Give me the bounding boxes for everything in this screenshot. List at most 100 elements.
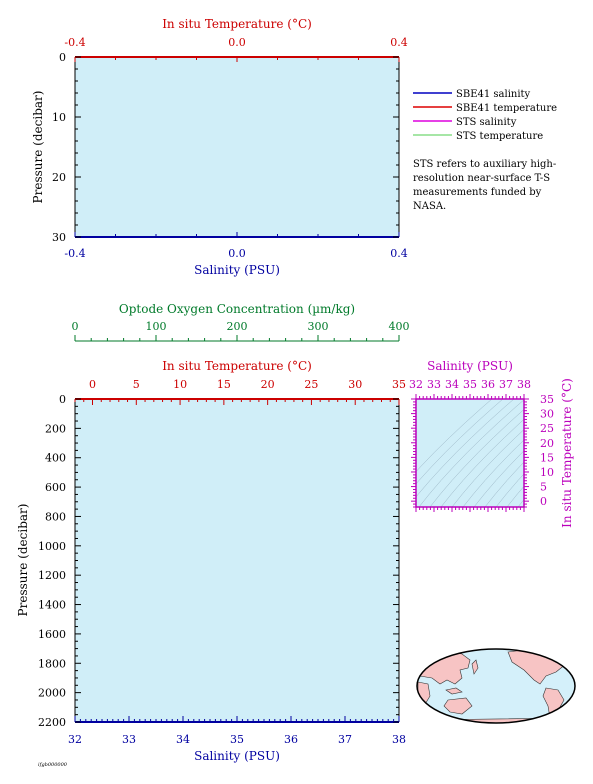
map-land-indonesia — [445, 687, 463, 695]
main-pressure-tick-label: 1000 — [38, 540, 66, 553]
ts-salinity-tick-labels: 32 33 34 35 36 37 38 — [409, 378, 531, 391]
map-outline — [416, 648, 576, 724]
ts-salinity-axis-label: Salinity (PSU) — [427, 359, 513, 373]
ts-temperature-tick-label: 15 — [540, 451, 554, 464]
ts-salinity-tick-label: 34 — [445, 378, 459, 391]
upper-temp-tick-label: -0.4 — [64, 36, 85, 49]
ts-salinity-tick-label: 35 — [463, 378, 477, 391]
upper-temperature-axis-label: In situ Temperature (°C) — [162, 17, 312, 31]
main-temperature-axis-label: In situ Temperature (°C) — [162, 359, 312, 373]
oxygen-axis: Optode Oxygen Concentration (µm/kg) 0 10… — [72, 302, 410, 342]
upper-pressure-tick-label: 20 — [52, 171, 66, 184]
main-salinity-tick-label: 37 — [338, 733, 352, 746]
main-pressure-tick-label: 1600 — [38, 628, 66, 641]
upper-plot-area — [75, 57, 399, 237]
map-land-antarctica — [417, 717, 575, 723]
legend-label: SBE41 temperature — [456, 103, 557, 114]
ts-density-contour — [506, 485, 524, 507]
main-pressure-tick-label: 2200 — [38, 716, 66, 729]
main-pressure-axis-label: Pressure (decibar) — [16, 504, 30, 617]
main-temperature-tick-label: 30 — [348, 378, 362, 391]
main-temperature-tick-label: 15 — [217, 378, 231, 391]
oxygen-ticks — [74, 335, 400, 341]
upper-pressure-tick-label: 0 — [59, 51, 66, 64]
ts-temperature-tick-label: 10 — [540, 466, 554, 479]
ts-temperature-tick-label: 30 — [540, 408, 554, 421]
oxygen-tick-label: 300 — [308, 320, 329, 333]
main-temperature-tick-label: 25 — [304, 378, 318, 391]
ts-density-contour — [418, 399, 524, 507]
upper-profile-panel: In situ Temperature (°C) -0.4 0.0 0.4 -0… — [31, 17, 408, 277]
ts-density-contour — [484, 461, 524, 507]
ts-density-contour — [416, 399, 515, 498]
main-salinity-tick-label: 33 — [122, 733, 136, 746]
main-temperature-tick-label: 0 — [89, 378, 96, 391]
upper-sal-tick-label: 0.4 — [390, 247, 408, 260]
ts-salinity-tick-label: 33 — [427, 378, 441, 391]
ts-density-contour — [429, 409, 524, 507]
main-pressure-tick-label: 1400 — [38, 599, 66, 612]
ts-density-contour — [416, 399, 493, 472]
main-plot-area — [75, 399, 399, 722]
ts-density-contour — [473, 450, 524, 507]
main-pressure-tick-label: 600 — [45, 481, 66, 494]
upper-sal-tick-label: -0.4 — [64, 247, 85, 260]
main-pressure-tick-labels: 0 200 400 600 800 1000 1200 1400 1600 1800 2000 220… — [38, 393, 66, 729]
ts-density-contour — [416, 399, 504, 485]
oxygen-tick-label: 400 — [389, 320, 410, 333]
footer-id: ifgb000000 — [38, 762, 68, 768]
main-temperature-tick-labels: 0 5 10 15 20 25 30 35 — [89, 378, 406, 391]
main-salinity-axis-label: Salinity (PSU) — [194, 749, 280, 763]
legend-label: SBE41 salinity — [456, 89, 531, 100]
oxygen-tick-label: 0 — [72, 320, 79, 333]
main-pressure-tick-label: 1200 — [38, 569, 66, 582]
ts-temperature-tick-label: 35 — [540, 393, 554, 406]
main-temperature-tick-label: 10 — [173, 378, 187, 391]
main-temperature-tick-label: 20 — [261, 378, 275, 391]
ts-density-contour — [440, 418, 524, 507]
main-temperature-tick-label: 5 — [133, 378, 140, 391]
main-pressure-tick-label: 2000 — [38, 687, 66, 700]
oxygen-axis-label: Optode Oxygen Concentration (µm/kg) — [119, 302, 355, 316]
ts-density-contour — [462, 439, 524, 507]
map-land-japan — [471, 659, 479, 675]
main-pressure-tick-label: 0 — [59, 393, 66, 406]
ts-salinity-tick-label: 32 — [409, 378, 423, 391]
upper-pressure-axis-label: Pressure (decibar) — [31, 91, 45, 204]
ts-temperature-tick-label: 5 — [540, 481, 547, 494]
main-temperature-tick-label: 35 — [392, 378, 406, 391]
main-salinity-tick-labels: 32 33 34 35 36 37 38 — [68, 733, 406, 746]
main-salinity-tick-label: 34 — [176, 733, 190, 746]
main-ticks — [74, 398, 400, 723]
main-pressure-tick-label: 400 — [45, 452, 66, 465]
ts-density-contour — [495, 473, 524, 507]
oxygen-tick-label: 200 — [227, 320, 248, 333]
upper-temp-tick-label: 0.0 — [228, 36, 246, 49]
ts-temperature-tick-label: 0 — [540, 495, 547, 508]
main-salinity-tick-label: 36 — [284, 733, 298, 746]
ts-salinity-tick-label: 37 — [499, 378, 513, 391]
ts-density-contours — [416, 399, 524, 507]
upper-pressure-tick-label: 10 — [52, 111, 66, 124]
map-land-australia — [443, 697, 473, 715]
legend-label: STS salinity — [456, 117, 517, 128]
upper-sal-tick-label: 0.0 — [228, 247, 246, 260]
legend: SBE41 salinity SBE41 temperature STS sal… — [413, 89, 557, 142]
legend-label: STS temperature — [456, 131, 543, 142]
upper-salinity-axis-label: Salinity (PSU) — [194, 263, 280, 277]
ts-temperature-axis-label: In situ Temperature (°C) — [560, 378, 574, 528]
main-pressure-tick-label: 800 — [45, 510, 66, 523]
sts-note: STS refers to auxiliary high-resolution … — [413, 159, 557, 212]
main-pressure-tick-label: 1800 — [38, 657, 66, 670]
world-map — [416, 648, 576, 724]
upper-ticks — [74, 56, 400, 238]
main-salinity-tick-label: 38 — [392, 733, 406, 746]
ts-temperature-tick-label: 25 — [540, 422, 554, 435]
oxygen-tick-label: 100 — [146, 320, 167, 333]
upper-pressure-tick-label: 30 — [52, 231, 66, 244]
main-salinity-tick-label: 35 — [230, 733, 244, 746]
ts-salinity-tick-label: 36 — [481, 378, 495, 391]
